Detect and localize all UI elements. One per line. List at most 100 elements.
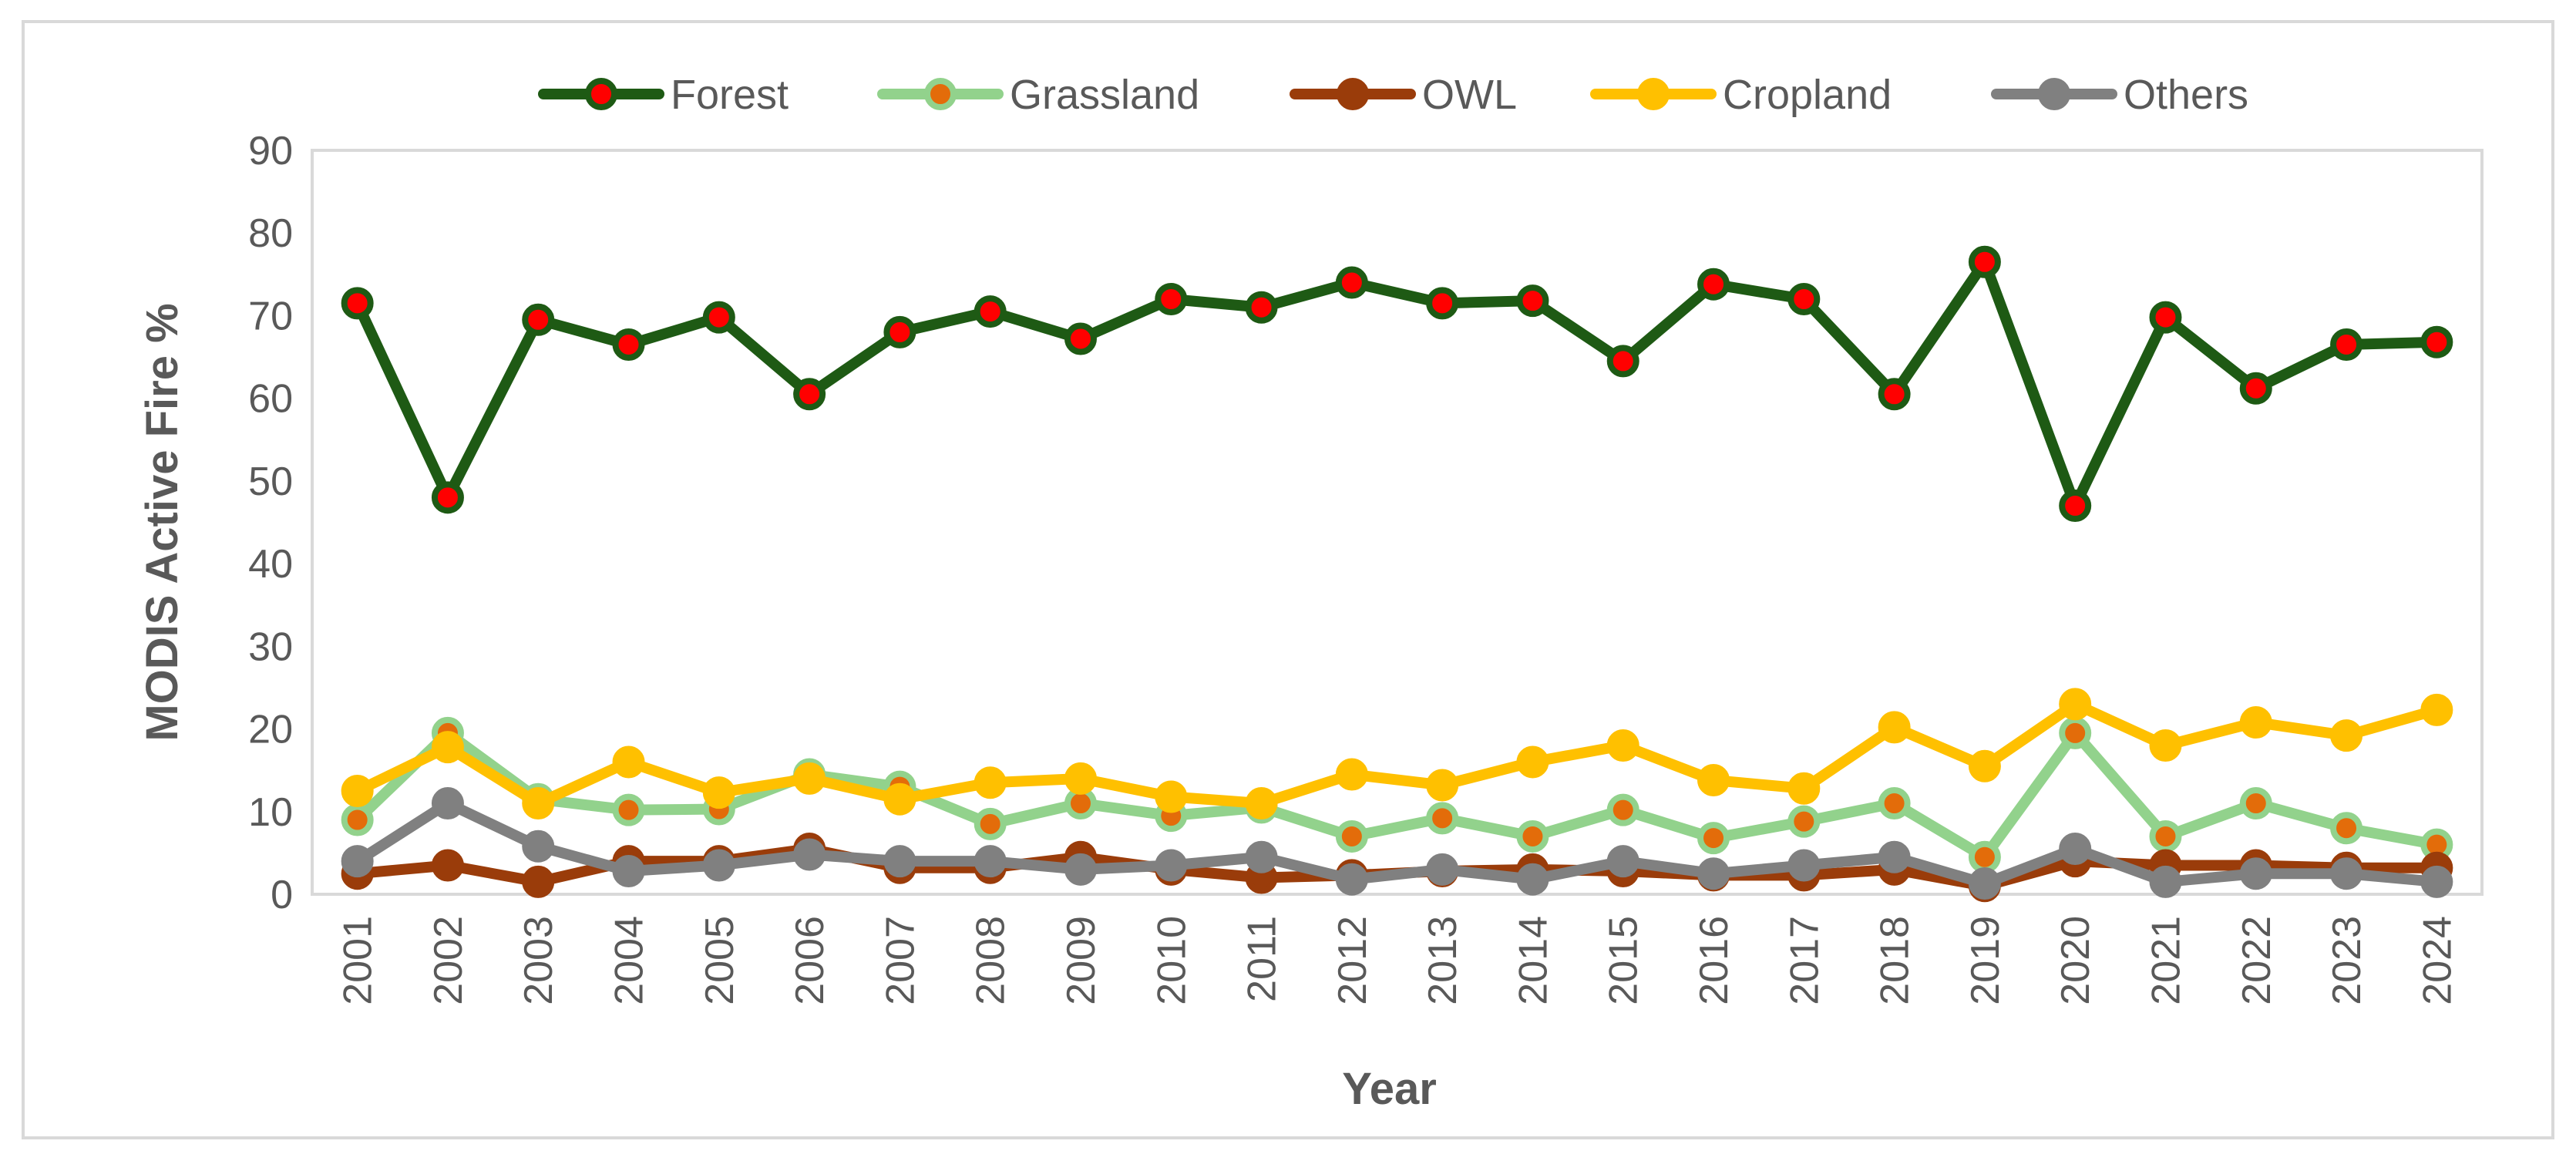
- point-cropland-2018: [1878, 711, 1911, 744]
- point-forest-2014: [1516, 284, 1549, 318]
- point-forest-2019: [1968, 245, 2001, 278]
- legend-label-others: Others: [2124, 72, 2248, 118]
- series-line-forest: [351, 256, 2443, 512]
- y-axis-ticks: 0 10 20 30 40 50 60 70 80 90: [248, 129, 293, 917]
- y-tick-label-90: 90: [248, 129, 293, 173]
- legend-item-cropland: Cropland: [1590, 72, 1892, 118]
- x-axis-ticks: 2001 2002 2003 2004 2005 2006 2007 2008 2009 2010…: [336, 916, 2460, 1005]
- point-grassland-2020: [2059, 716, 2092, 749]
- legend-item-others: Others: [1991, 72, 2248, 118]
- point-others-2012: [1335, 863, 1368, 896]
- series-cropland: [341, 688, 2453, 820]
- point-others-2013: [1426, 853, 1459, 886]
- point-cropland-2015: [1606, 729, 1639, 762]
- point-others-2016: [1697, 857, 1730, 890]
- x-tick-label-2008: 2008: [969, 916, 1014, 1005]
- point-forest-2024: [2420, 325, 2453, 358]
- point-cropland-2006: [793, 762, 826, 795]
- x-tick-label-2001: 2001: [336, 916, 381, 1005]
- point-grassland-2016: [1697, 822, 1730, 855]
- x-tick-label-2024: 2024: [2415, 916, 2460, 1005]
- point-cropland-2013: [1426, 769, 1459, 802]
- legend-label-forest: Forest: [671, 72, 789, 118]
- x-tick-label-2004: 2004: [607, 916, 652, 1005]
- legend-item-forest: Forest: [538, 72, 789, 118]
- point-grassland-2023: [2330, 812, 2363, 845]
- x-tick-label-2022: 2022: [2235, 916, 2279, 1005]
- x-tick-label-2012: 2012: [1330, 916, 1375, 1005]
- point-others-2024: [2420, 865, 2453, 898]
- x-tick-label-2015: 2015: [1602, 916, 1646, 1005]
- point-forest-2007: [883, 315, 916, 348]
- point-others-2017: [1787, 849, 1821, 882]
- x-tick-label-2010: 2010: [1149, 916, 1194, 1005]
- point-forest-2002: [431, 481, 464, 514]
- x-tick-label-2003: 2003: [516, 916, 561, 1005]
- point-forest-2008: [974, 295, 1007, 328]
- point-cropland-2001: [341, 774, 374, 807]
- x-tick-label-2019: 2019: [1963, 916, 2008, 1005]
- point-others-2008: [974, 845, 1007, 878]
- point-forest-2013: [1426, 287, 1459, 320]
- point-grassland-2013: [1426, 802, 1459, 835]
- point-others-2007: [883, 845, 916, 878]
- point-cropland-2012: [1335, 758, 1368, 791]
- point-others-2010: [1155, 849, 1188, 882]
- point-forest-2004: [612, 328, 645, 361]
- point-cropland-2017: [1787, 772, 1821, 805]
- y-tick-label-10: 10: [248, 790, 293, 835]
- legend-marker-forest: [585, 78, 617, 110]
- point-grassland-2008: [974, 807, 1007, 840]
- point-cropland-2014: [1516, 745, 1549, 779]
- point-cropland-2021: [2149, 729, 2182, 762]
- point-cropland-2005: [702, 776, 735, 809]
- x-axis-title: Year: [1342, 1064, 1437, 1114]
- legend-item-grassland: Grassland: [877, 72, 1199, 118]
- x-tick-label-2023: 2023: [2325, 916, 2369, 1005]
- point-grassland-2022: [2239, 787, 2272, 820]
- point-grassland-2001: [341, 803, 374, 836]
- point-forest-2022: [2239, 372, 2272, 405]
- x-tick-label-2007: 2007: [878, 916, 923, 1005]
- point-forest-2021: [2149, 301, 2182, 334]
- x-tick-label-2017: 2017: [1782, 916, 1827, 1005]
- point-others-2023: [2330, 857, 2363, 890]
- legend-item-owl: OWL: [1290, 72, 1517, 118]
- point-owl-2003: [522, 865, 555, 898]
- point-others-2014: [1516, 863, 1549, 896]
- point-grassland-2017: [1787, 805, 1821, 838]
- point-others-2022: [2239, 857, 2272, 890]
- point-others-2006: [793, 838, 826, 871]
- series-line-grassland: [351, 727, 2443, 863]
- point-others-2011: [1245, 840, 1278, 873]
- point-cropland-2002: [431, 731, 464, 764]
- series-layer: [341, 245, 2453, 903]
- point-forest-2009: [1064, 322, 1097, 355]
- point-grassland-2021: [2149, 819, 2182, 853]
- point-forest-2001: [341, 287, 374, 320]
- point-grassland-2014: [1516, 819, 1549, 853]
- point-cropland-2023: [2330, 719, 2363, 752]
- point-grassland-2019: [1968, 840, 2001, 873]
- point-cropland-2020: [2059, 688, 2092, 721]
- legend-label-owl: OWL: [1422, 72, 1517, 118]
- legend: Forest Grassland OWL Cropland Others: [538, 72, 2248, 118]
- point-cropland-2011: [1245, 787, 1278, 820]
- point-forest-2015: [1606, 345, 1639, 378]
- point-forest-2017: [1787, 283, 1821, 315]
- point-others-2005: [702, 849, 735, 882]
- y-axis-title: MODIS Active Fire %: [137, 303, 187, 741]
- y-tick-label-30: 30: [248, 624, 293, 669]
- point-forest-2003: [522, 303, 555, 336]
- x-tick-label-2013: 2013: [1421, 916, 1465, 1005]
- x-tick-label-2016: 2016: [1692, 916, 1737, 1005]
- x-tick-label-2021: 2021: [2144, 916, 2188, 1005]
- y-tick-label-20: 20: [248, 708, 293, 752]
- point-grassland-2018: [1878, 787, 1911, 820]
- plot-area: [311, 149, 2484, 896]
- series-forest: [341, 245, 2453, 523]
- point-forest-2012: [1335, 266, 1368, 299]
- point-forest-2016: [1697, 268, 1730, 301]
- point-others-2003: [522, 830, 555, 863]
